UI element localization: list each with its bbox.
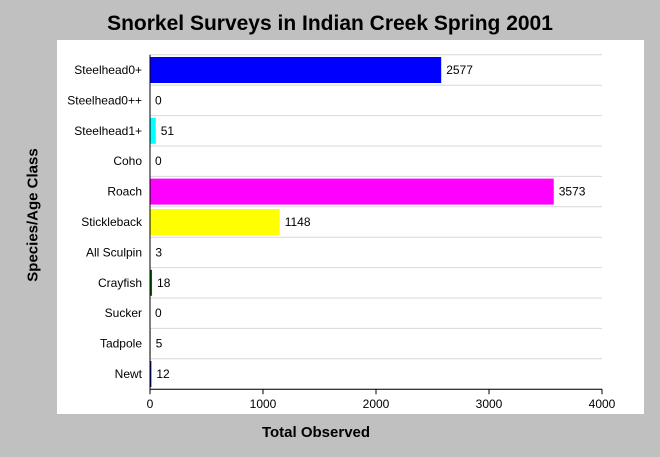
data-label: 12 <box>156 367 170 381</box>
category-label: Tadpole <box>100 337 142 351</box>
category-label: Coho <box>113 154 142 168</box>
category-label: All Sculpin <box>86 245 142 259</box>
data-label: 0 <box>155 306 162 320</box>
category-label: Roach <box>107 185 142 199</box>
bars <box>150 57 554 387</box>
grid-lines <box>150 54 602 390</box>
bar <box>150 57 442 83</box>
chart-title: Snorkel Surveys in Indian Creek Spring 2… <box>107 12 553 35</box>
x-tick-label: 4000 <box>589 397 616 411</box>
x-tick-label: 1000 <box>250 397 277 411</box>
data-label: 3 <box>155 245 162 259</box>
category-label: Steelhead0++ <box>67 93 142 107</box>
data-label: 1148 <box>285 215 311 229</box>
data-label: 0 <box>155 93 162 107</box>
bar <box>150 117 156 144</box>
bar <box>150 178 554 205</box>
plot-area <box>57 40 644 414</box>
labels: Steelhead0+ 2577 Steelhead0++ 0 Steelhead1+ 5… <box>67 63 615 411</box>
category-label: Stickleback <box>81 215 143 229</box>
data-label: 3573 <box>559 185 586 199</box>
data-label: 51 <box>161 124 175 138</box>
category-label: Newt <box>115 367 143 381</box>
bar <box>150 209 280 235</box>
data-label: 5 <box>156 337 163 351</box>
category-label: Sucker <box>105 306 142 320</box>
x-tick-label: 0 <box>147 397 154 411</box>
x-axis-title: Total Observed <box>261 424 371 441</box>
data-label: 0 <box>155 154 162 168</box>
category-label: Steelhead0+ <box>74 63 142 77</box>
data-label: 18 <box>157 276 171 290</box>
data-label: 2577 <box>446 63 473 77</box>
axes <box>149 54 603 395</box>
x-tick-label: 2000 <box>363 397 390 411</box>
bar <box>150 269 153 296</box>
x-tick-label: 3000 <box>476 397 503 411</box>
category-label: Steelhead1+ <box>74 124 142 138</box>
bar <box>150 361 152 387</box>
category-label: Crayfish <box>98 276 142 290</box>
